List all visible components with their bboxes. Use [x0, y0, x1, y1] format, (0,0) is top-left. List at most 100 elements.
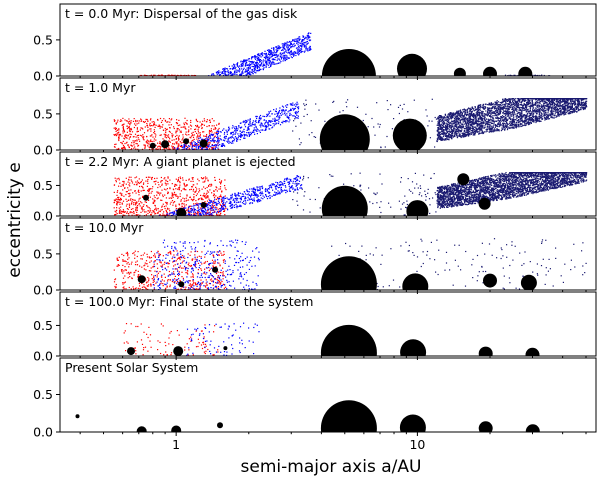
particle	[454, 116, 456, 119]
particle	[254, 65, 256, 67]
particle	[449, 123, 451, 125]
particle	[254, 57, 256, 59]
particle	[467, 130, 469, 132]
particle	[260, 129, 262, 131]
particle	[543, 107, 545, 109]
particle	[563, 103, 565, 105]
particle	[583, 99, 585, 101]
particle	[185, 121, 187, 124]
particle	[127, 134, 129, 136]
particle	[507, 126, 509, 128]
particle	[247, 66, 249, 69]
particle	[583, 101, 585, 103]
particle	[265, 66, 267, 68]
particle	[505, 109, 507, 111]
particle	[495, 114, 497, 117]
particle	[224, 131, 226, 134]
particle	[122, 148, 124, 150]
particle	[195, 125, 197, 127]
particle	[146, 122, 148, 125]
particle	[259, 116, 261, 118]
particle	[266, 114, 268, 116]
particle	[285, 57, 287, 59]
particle	[199, 135, 201, 137]
particle	[476, 129, 478, 131]
particle	[291, 51, 293, 53]
particle	[265, 128, 267, 130]
particle	[521, 109, 523, 111]
particle	[437, 137, 439, 139]
particle	[207, 139, 209, 141]
particle	[113, 119, 115, 121]
particle	[282, 106, 285, 108]
particle	[535, 115, 537, 117]
particle	[201, 123, 203, 125]
particle	[199, 132, 201, 134]
particle	[118, 135, 120, 137]
particle	[268, 124, 270, 126]
particle	[262, 64, 264, 67]
particle	[438, 136, 440, 138]
particle	[296, 104, 298, 106]
particle	[230, 74, 232, 76]
particle	[271, 55, 273, 57]
particle	[211, 147, 213, 149]
particle	[437, 122, 439, 124]
panel-title: t = 0.0 Myr: Dispersal of the gas disk	[65, 6, 298, 21]
particle	[467, 108, 469, 110]
particle	[520, 114, 522, 116]
particle	[541, 117, 543, 119]
particle	[144, 145, 146, 147]
particle	[212, 134, 214, 136]
particle	[517, 112, 519, 114]
particle	[118, 128, 120, 130]
particle	[271, 120, 273, 122]
particle	[212, 73, 214, 75]
particle	[176, 148, 178, 150]
particle	[204, 138, 206, 141]
particle	[503, 106, 505, 108]
particle	[495, 120, 497, 122]
particle	[449, 134, 451, 136]
particle	[298, 51, 300, 53]
particle	[565, 102, 567, 104]
particle	[579, 100, 581, 102]
particle	[269, 128, 271, 130]
particle	[142, 134, 144, 136]
particle	[243, 135, 246, 137]
particle	[533, 121, 535, 123]
particle	[268, 121, 270, 123]
particle	[230, 71, 232, 73]
particle	[269, 120, 271, 122]
particle	[289, 45, 291, 47]
particle	[491, 131, 493, 133]
particle	[171, 145, 173, 147]
particle	[510, 125, 513, 127]
particle	[220, 139, 222, 141]
particle	[292, 107, 294, 109]
particle	[510, 127, 512, 129]
particle	[504, 129, 506, 131]
particle	[180, 144, 183, 147]
particle	[224, 145, 226, 147]
particle	[255, 130, 257, 132]
particle	[274, 56, 276, 59]
particle	[242, 121, 244, 123]
particle	[259, 64, 261, 66]
particle	[197, 146, 199, 148]
particle	[444, 132, 446, 134]
particle	[234, 68, 236, 70]
particle	[442, 136, 444, 138]
particle	[249, 72, 251, 74]
particle	[282, 43, 284, 45]
particle	[126, 141, 128, 143]
particle	[193, 144, 195, 146]
particle	[278, 109, 281, 112]
particle	[184, 127, 186, 130]
particle	[227, 70, 229, 72]
particle	[123, 130, 125, 132]
particle	[191, 142, 193, 144]
particle	[286, 113, 288, 115]
particle	[126, 131, 128, 133]
